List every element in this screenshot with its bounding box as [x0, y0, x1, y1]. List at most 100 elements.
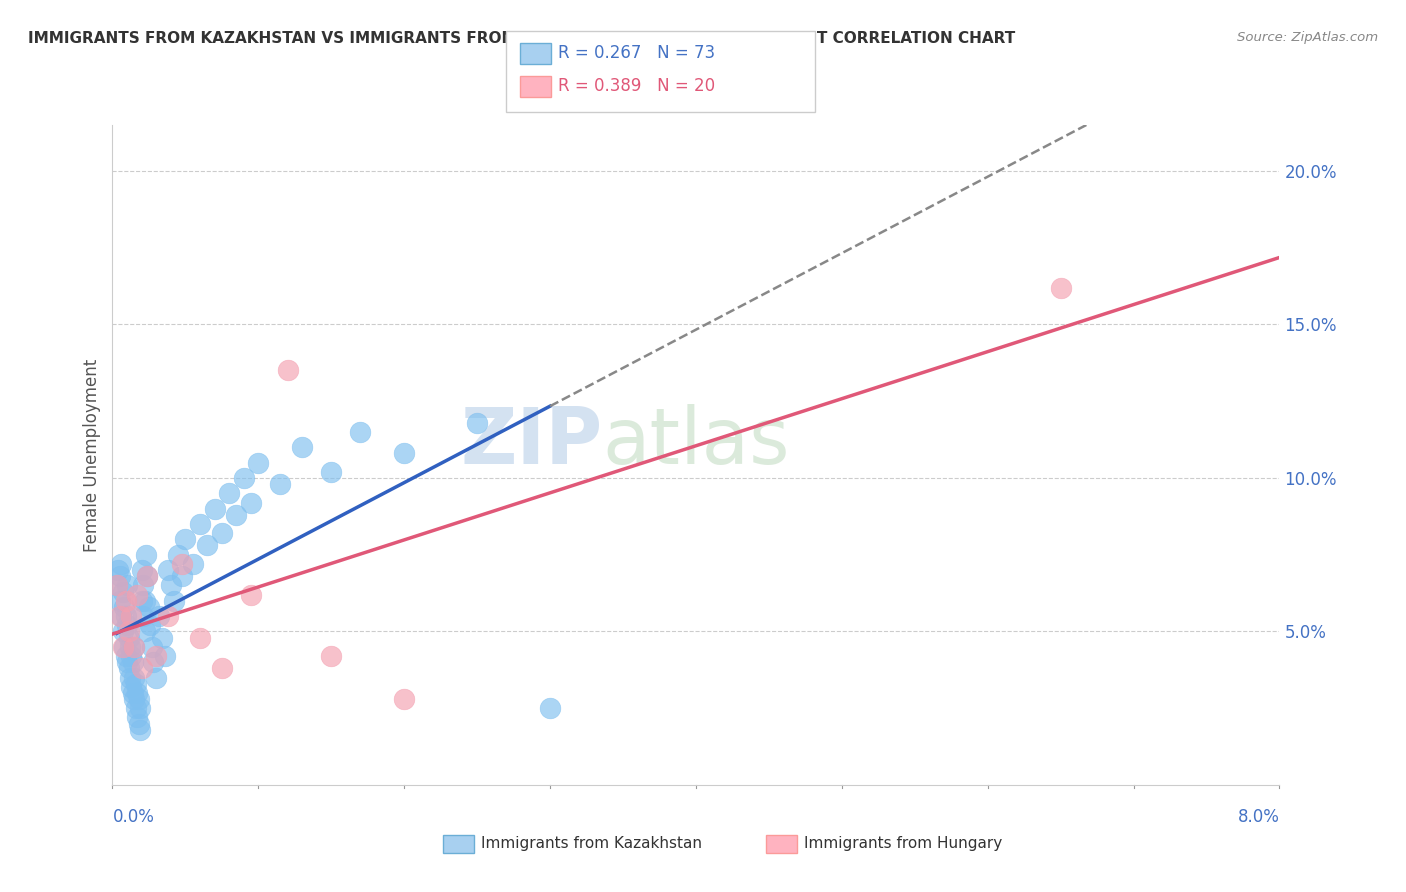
- Point: [115, 655, 138, 669]
- Point: [108, 593, 131, 607]
- Point: [108, 609, 131, 624]
- Point: [136, 569, 159, 583]
- Point: [128, 692, 150, 706]
- Point: [108, 569, 131, 583]
- Point: [150, 631, 173, 645]
- Point: [120, 680, 142, 694]
- Point: [118, 671, 141, 685]
- Point: [110, 609, 132, 624]
- Point: [153, 648, 176, 663]
- Point: [181, 557, 204, 571]
- Point: [107, 563, 129, 577]
- Point: [117, 624, 139, 639]
- Point: [122, 655, 145, 669]
- Text: Source: ZipAtlas.com: Source: ZipAtlas.com: [1237, 31, 1378, 45]
- Text: Immigrants from Hungary: Immigrants from Hungary: [804, 837, 1002, 851]
- Point: [112, 640, 135, 654]
- Point: [145, 648, 167, 663]
- Point: [392, 446, 416, 460]
- Point: [218, 486, 240, 500]
- Point: [145, 671, 167, 685]
- Point: [172, 569, 194, 583]
- Point: [188, 516, 211, 531]
- Point: [122, 686, 145, 700]
- Text: R = 0.389   N = 20: R = 0.389 N = 20: [558, 77, 716, 95]
- Point: [124, 692, 146, 706]
- Point: [321, 465, 343, 479]
- Point: [127, 686, 149, 700]
- Point: [114, 593, 136, 607]
- Text: IMMIGRANTS FROM KAZAKHSTAN VS IMMIGRANTS FROM HUNGARY FEMALE UNEMPLOYMENT CORREL: IMMIGRANTS FROM KAZAKHSTAN VS IMMIGRANTS…: [28, 31, 1015, 46]
- Point: [132, 609, 155, 624]
- Point: [115, 578, 138, 592]
- Point: [349, 425, 371, 439]
- Point: [124, 640, 146, 654]
- Point: [120, 648, 142, 663]
- Point: [141, 640, 163, 654]
- Point: [105, 578, 128, 592]
- Point: [163, 593, 186, 607]
- Point: [188, 631, 211, 645]
- Point: [124, 671, 146, 685]
- Point: [172, 557, 194, 571]
- Point: [204, 501, 226, 516]
- Point: [465, 416, 488, 430]
- Text: 0.0%: 0.0%: [112, 808, 155, 826]
- Point: [211, 661, 233, 675]
- Y-axis label: Female Unemployment: Female Unemployment: [83, 359, 101, 551]
- Point: [276, 363, 298, 377]
- Point: [127, 588, 149, 602]
- Point: [114, 609, 136, 624]
- Point: [132, 578, 155, 592]
- Point: [110, 557, 132, 571]
- Point: [105, 578, 128, 592]
- Point: [120, 609, 142, 624]
- Point: [136, 569, 159, 583]
- Point: [131, 593, 153, 607]
- Text: 8.0%: 8.0%: [1237, 808, 1279, 826]
- Point: [240, 495, 263, 509]
- Point: [117, 661, 139, 675]
- Point: [211, 526, 233, 541]
- Point: [128, 716, 150, 731]
- Point: [247, 456, 270, 470]
- Point: [269, 477, 291, 491]
- Point: [139, 618, 162, 632]
- Point: [111, 624, 134, 639]
- Text: atlas: atlas: [603, 404, 790, 480]
- Point: [167, 548, 190, 562]
- Point: [1049, 280, 1071, 294]
- Point: [117, 631, 139, 645]
- Point: [240, 588, 263, 602]
- Point: [111, 584, 134, 599]
- Point: [291, 440, 314, 454]
- Point: [160, 578, 183, 592]
- Point: [538, 701, 561, 715]
- Point: [142, 655, 165, 669]
- Point: [115, 618, 138, 632]
- Point: [321, 648, 343, 663]
- Point: [112, 599, 135, 614]
- Point: [114, 648, 136, 663]
- Point: [134, 593, 156, 607]
- Point: [131, 661, 153, 675]
- Point: [156, 563, 179, 577]
- Point: [392, 692, 416, 706]
- Point: [124, 640, 146, 654]
- Text: R = 0.267   N = 73: R = 0.267 N = 73: [558, 44, 716, 62]
- Point: [129, 701, 152, 715]
- Text: Immigrants from Kazakhstan: Immigrants from Kazakhstan: [481, 837, 702, 851]
- Point: [129, 723, 152, 737]
- Point: [118, 640, 141, 654]
- Point: [232, 471, 254, 485]
- Point: [127, 710, 149, 724]
- Point: [156, 609, 179, 624]
- Point: [174, 533, 197, 547]
- Point: [195, 539, 218, 553]
- Text: ZIP: ZIP: [460, 404, 603, 480]
- Point: [135, 548, 157, 562]
- Point: [138, 599, 160, 614]
- Point: [131, 563, 153, 577]
- Point: [134, 624, 156, 639]
- Point: [148, 609, 170, 624]
